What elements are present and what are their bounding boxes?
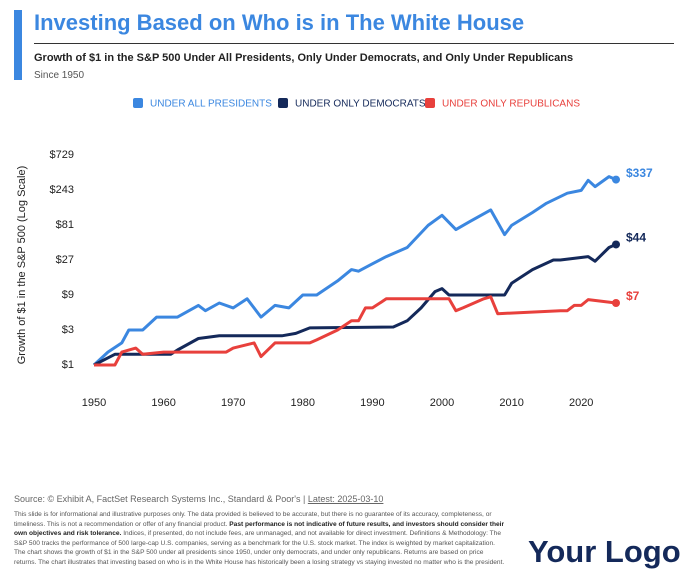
disclaimer-text: Past performance is not indicative of fu… (14, 520, 505, 538)
end-point (612, 240, 620, 249)
y-tick-label: $1 (62, 359, 74, 371)
subtitle: Growth of $1 in the S&P 500 Under All Pr… (34, 52, 574, 64)
legend-swatch (425, 98, 435, 108)
end-label: $7 (626, 289, 640, 303)
divider (34, 43, 674, 44)
legend-label: UNDER ONLY DEMOCRATS (295, 99, 426, 110)
accent-bar (14, 10, 22, 80)
series-line (93, 243, 617, 367)
source-text: Source: © Exhibit A, FactSet Research Sy… (14, 494, 306, 504)
series-line (94, 295, 617, 367)
title: Investing Based on Who is in The White H… (34, 10, 525, 35)
end-point (612, 175, 620, 184)
chart: Growth of $1 in the S&P 500 (Log Scale) $… (16, 98, 653, 409)
x-tick-label: 1960 (151, 397, 175, 409)
disclaimer: This slide is for informational and illu… (14, 510, 506, 568)
y-tick-label: $243 (50, 184, 74, 196)
end-label: $337 (626, 166, 653, 180)
y-tick-label: $9 (62, 289, 74, 301)
source-date: Latest: 2025-03-10 (307, 494, 384, 504)
legend-label: UNDER ONLY REPUBLICANS (442, 99, 580, 110)
disclaimer-text: Indices, if presented, do not include fe… (14, 530, 505, 566)
y-tick-label: $27 (56, 254, 74, 266)
x-tick-label: 1980 (291, 397, 315, 409)
x-tick-label: 1970 (221, 397, 245, 409)
y-tick-label: $81 (56, 219, 74, 231)
disclaimer-text: This slide is for informational and illu… (14, 511, 492, 528)
end-point (612, 299, 620, 308)
legend-label: UNDER ALL PRESIDENTS (150, 99, 272, 110)
end-label: $44 (626, 231, 646, 245)
y-tick-label: $3 (62, 324, 74, 336)
legend-swatch (278, 98, 288, 108)
y-axis-label: Growth of $1 in the S&P 500 (Log Scale) (16, 166, 28, 365)
note: Since 1950 (34, 70, 85, 81)
y-tick-label: $729 (50, 149, 74, 161)
logo: Your Logo (528, 534, 681, 569)
series-line (92, 175, 617, 367)
source: Source: © Exhibit A, FactSet Research Sy… (14, 494, 383, 504)
x-tick-label: 1950 (82, 397, 106, 409)
x-tick-label: 2000 (430, 397, 454, 409)
x-tick-label: 2010 (499, 397, 523, 409)
x-tick-label: 1990 (360, 397, 384, 409)
x-tick-label: 2020 (569, 397, 593, 409)
legend-swatch (133, 98, 143, 108)
